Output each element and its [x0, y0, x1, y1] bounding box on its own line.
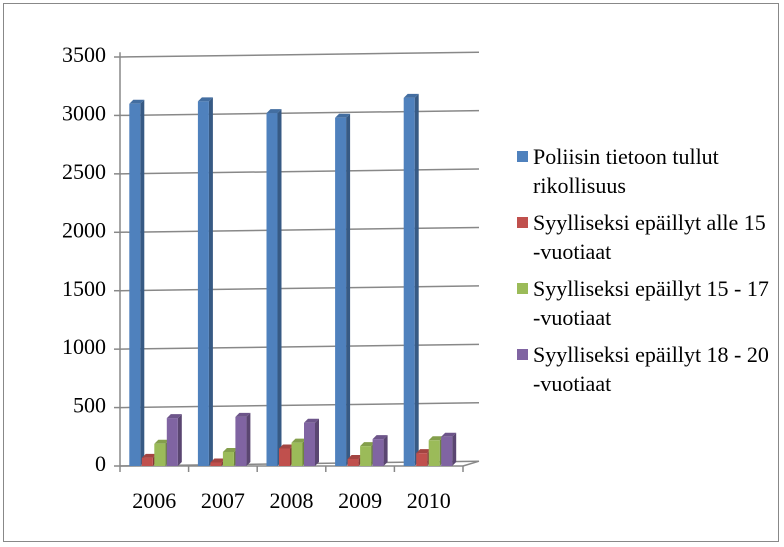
bar-side [346, 113, 351, 466]
bar [403, 97, 415, 467]
bar-top [129, 99, 145, 104]
bar-side [414, 93, 419, 467]
bar [360, 446, 372, 466]
bar [304, 422, 315, 466]
bar [266, 113, 278, 466]
bar [291, 442, 303, 466]
grid-line [119, 109, 480, 117]
y-tick-label: 1000 [62, 334, 106, 359]
floor-back [462, 460, 480, 467]
bar-top [166, 414, 182, 419]
legend-item: Syylliseksi epäillyt alle 15 -vuotiaat [517, 208, 772, 266]
legend-item: Syylliseksi epäillyt 15 - 17 -vuotiaat [517, 274, 772, 332]
grid-line [119, 343, 480, 350]
chart-frame [3, 3, 779, 542]
bar-top [360, 442, 376, 447]
bar-side [208, 97, 213, 467]
bar [428, 440, 440, 466]
y-tick-label: 3000 [62, 100, 106, 125]
legend: Poliisin tietoon tullut rikollisuus Syyll… [517, 142, 772, 406]
bar-top [197, 97, 213, 102]
bar [416, 453, 428, 466]
y-tick-label: 1500 [62, 276, 106, 301]
legend-item: Syylliseksi epäillyt 18 - 20 -vuotiaat [517, 340, 772, 398]
x-tick-label: 2010 [407, 488, 451, 513]
bar [235, 416, 247, 466]
bar-side [383, 435, 388, 466]
bar-top [347, 454, 363, 459]
bar-top [141, 453, 157, 458]
bar-top [372, 435, 388, 440]
bar-top [291, 438, 307, 443]
legend-label: Syylliseksi epäillyt alle 15 -vuotiaat [533, 210, 766, 264]
y-tick-label: 3500 [62, 42, 106, 67]
y-tick-label: 0 [95, 451, 106, 476]
x-tick-label: 2007 [201, 488, 245, 513]
bar [141, 457, 153, 466]
bar-side [452, 432, 457, 466]
bar-side [315, 418, 319, 466]
bar-side [177, 414, 182, 466]
bar [222, 451, 234, 466]
bar [347, 458, 359, 466]
bar [154, 443, 166, 466]
bar-top [335, 113, 351, 118]
bar [166, 418, 178, 466]
legend-label: Syylliseksi epäillyt 15 - 17 -vuotiaat [533, 276, 769, 330]
bar [197, 101, 209, 467]
legend-swatch [517, 349, 528, 360]
bar [210, 462, 222, 466]
legend-label: Poliisin tietoon tullut rikollisuus [533, 144, 719, 198]
bar-side [140, 99, 145, 466]
x-tick-label: 2006 [132, 488, 176, 513]
bar-top [279, 444, 294, 449]
bar [279, 448, 290, 466]
bar-top [441, 432, 457, 437]
x-tick-label: 2008 [270, 488, 314, 513]
bar-top [222, 447, 238, 452]
y-tick-label: 2000 [62, 217, 106, 242]
bar-side [277, 109, 282, 466]
legend-swatch [517, 151, 528, 162]
grid-line [119, 402, 480, 409]
bar-top [210, 458, 226, 463]
y-tick-label: 500 [73, 393, 106, 418]
y-tick-label: 2500 [62, 159, 106, 184]
bar-top [416, 449, 432, 454]
bar [441, 436, 453, 466]
x-tick-label: 2009 [338, 488, 382, 513]
legend-label: Syylliseksi epäillyt 18 - 20 -vuotiaat [533, 342, 769, 396]
legend-item: Poliisin tietoon tullut rikollisuus [517, 142, 772, 200]
grid-line [119, 51, 480, 58]
bar [372, 439, 384, 466]
bar-top [235, 412, 251, 417]
legend-swatch [517, 283, 528, 294]
bar [129, 103, 141, 466]
legend-swatch [517, 217, 528, 228]
grid-line [119, 168, 480, 175]
bar-top [266, 109, 282, 114]
grid-line [119, 226, 480, 234]
bar [335, 117, 347, 466]
grid-line [119, 285, 480, 292]
bar-side [246, 412, 251, 466]
bar-top [304, 418, 319, 423]
bar-top [403, 93, 419, 98]
bar-top [428, 436, 444, 441]
bar-top [154, 439, 170, 444]
